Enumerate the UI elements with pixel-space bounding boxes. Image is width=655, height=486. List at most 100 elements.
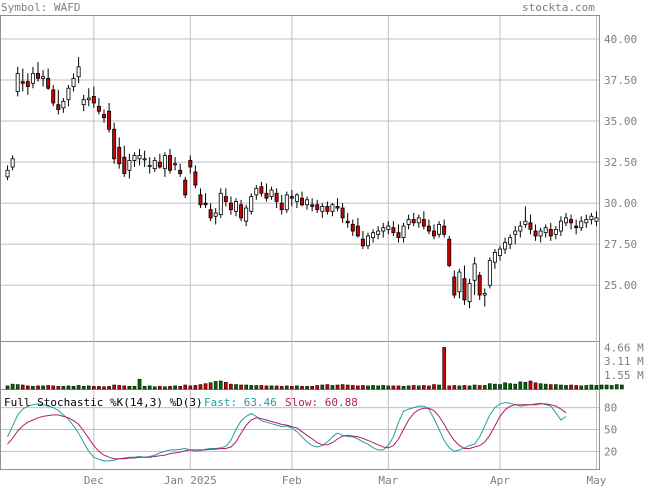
volume-bar — [335, 384, 340, 390]
volume-bar — [147, 385, 152, 390]
volume-bar — [518, 381, 523, 390]
volume-bar — [142, 386, 147, 390]
candle-body — [325, 206, 330, 212]
candle-body — [421, 219, 426, 227]
volume-bar — [224, 382, 228, 390]
volume-bar — [92, 386, 96, 390]
volume-bar — [97, 386, 101, 390]
volume-bar — [137, 378, 142, 390]
candle-body — [269, 189, 274, 197]
volume-bar — [279, 386, 284, 390]
candle-body — [300, 197, 304, 206]
price-tick-label: 30.00 — [604, 197, 637, 210]
volume-bar — [163, 386, 167, 390]
volume-bar — [447, 385, 452, 390]
x-tick-label: Jan 2025 — [164, 474, 217, 486]
volume-bar — [56, 386, 61, 390]
candle-body — [437, 224, 442, 235]
volume-bar — [117, 385, 122, 390]
volume-bar — [320, 384, 325, 390]
site-name: stockta.com — [522, 1, 595, 14]
gridlines — [1, 16, 599, 469]
volume-bar — [376, 385, 380, 390]
candle-body — [371, 232, 376, 238]
volume-bar — [234, 384, 238, 390]
candle-body — [345, 220, 350, 224]
candle-body — [508, 237, 513, 245]
candle-body — [553, 228, 558, 235]
volume-bar — [411, 385, 416, 390]
volume-bar — [295, 385, 299, 390]
candle-body — [411, 219, 416, 224]
candle-body — [518, 225, 523, 232]
volume-bar — [477, 385, 482, 390]
volume-bar — [594, 385, 599, 390]
candle-body — [193, 171, 198, 186]
candle-body — [51, 89, 56, 104]
volume-bar — [559, 384, 563, 390]
candle-body — [447, 238, 452, 266]
volume-bar — [503, 382, 507, 390]
price-tick-label: 37.50 — [604, 74, 637, 87]
volume-bar — [498, 384, 502, 390]
volume-bar — [528, 380, 533, 390]
x-tick-label: Apr — [490, 474, 510, 486]
candle-body — [320, 206, 325, 212]
volume-bar — [548, 384, 553, 390]
volume-bar — [356, 385, 360, 390]
volume-bar — [81, 386, 86, 390]
candle-body — [91, 96, 96, 104]
volume-bar — [386, 385, 391, 390]
volume-bar — [259, 385, 264, 390]
volume-tick-label: 3.11 M — [604, 355, 644, 368]
volume-bar — [584, 385, 589, 390]
symbol-label: Symbol: — [1, 1, 48, 14]
volume-bar — [609, 385, 614, 390]
candle-body — [492, 251, 497, 263]
candle-body — [498, 248, 502, 257]
volume-bar — [254, 385, 259, 390]
price-tick-label: 35.00 — [604, 115, 637, 128]
symbol-header: Symbol: WAFD — [1, 1, 80, 14]
volume-bar — [579, 385, 584, 390]
x-tick-label: Feb — [282, 474, 302, 486]
candle-body — [528, 222, 533, 230]
candle-body — [96, 105, 101, 112]
volume-bar — [305, 386, 309, 390]
volume-bar — [198, 384, 203, 390]
volume-bar — [366, 385, 370, 390]
candle-body — [249, 196, 254, 212]
volume-bar — [31, 386, 35, 390]
volume-bar — [513, 383, 518, 390]
volume-bar — [218, 380, 223, 390]
volume-panel-frame — [0, 341, 600, 390]
candle-body — [157, 161, 162, 168]
volume-bar — [462, 385, 467, 390]
candle-body — [401, 225, 406, 238]
volume-bar — [416, 385, 421, 390]
price-candles — [5, 57, 599, 309]
candle-body — [548, 228, 553, 237]
candle-body — [223, 196, 228, 202]
volume-bar — [107, 386, 111, 390]
volume-bar — [554, 384, 558, 390]
candle-body — [188, 160, 193, 168]
candle-body — [259, 186, 264, 194]
volume-bar — [66, 385, 71, 390]
candle-body — [127, 160, 132, 171]
candle-body — [355, 225, 360, 237]
candle-body — [274, 192, 279, 202]
candle-body — [523, 220, 528, 225]
candle-body — [20, 81, 25, 84]
volume-bar — [208, 382, 213, 390]
x-tick-label: May — [587, 474, 607, 486]
volume-bar — [61, 386, 66, 390]
candle-body — [513, 230, 518, 235]
volume-bar — [213, 381, 218, 390]
candle-body — [244, 207, 249, 222]
volume-bar — [158, 386, 162, 390]
price-tick-label: 40.00 — [604, 33, 637, 46]
candle-body — [564, 217, 568, 224]
candle-body — [386, 225, 391, 230]
